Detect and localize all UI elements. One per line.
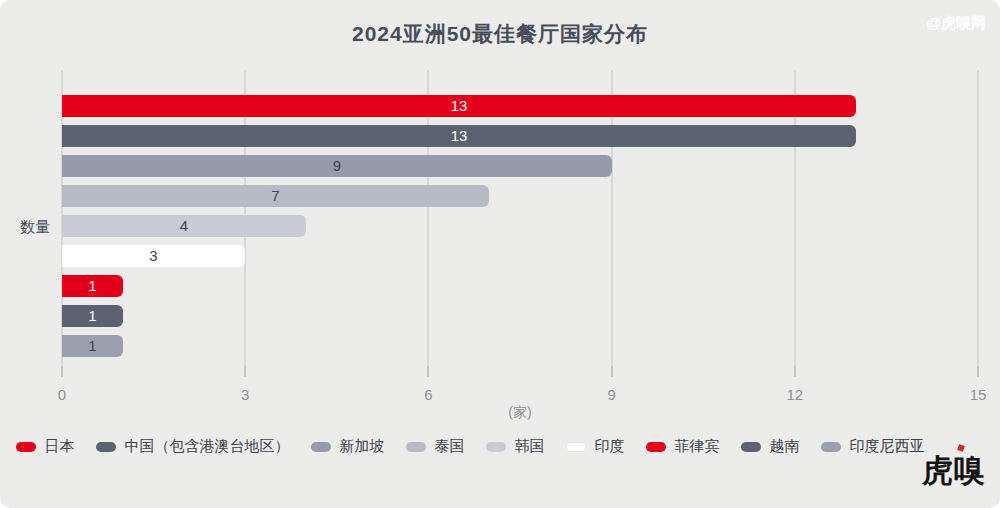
legend-label: 日本 xyxy=(45,437,75,456)
y-axis-title: 数量 xyxy=(20,218,50,237)
legend-swatch xyxy=(486,442,506,452)
bar-value-label: 13 xyxy=(62,95,856,117)
legend-item: 越南 xyxy=(741,437,800,456)
axis-tick xyxy=(427,366,429,377)
legend-label: 越南 xyxy=(770,437,800,456)
legend-swatch xyxy=(566,442,586,452)
legend-swatch xyxy=(96,442,116,452)
legend-item: 韩国 xyxy=(486,437,545,456)
legend: 日本 中国（包含港澳台地区） 新加坡 泰国 韩国 印度 菲律宾 越南 印度尼西亚 xyxy=(0,437,940,456)
legend-swatch xyxy=(406,442,426,452)
x-tick-label: 0 xyxy=(40,386,84,403)
legend-swatch xyxy=(741,442,761,452)
chart-card: 2024亚洲50最佳餐厅国家分布 @虎嗅网 036912151313974311… xyxy=(0,0,1000,508)
bar-value-label: 3 xyxy=(62,245,245,267)
huxiu-logo: 虎嗅 xyxy=(922,450,986,492)
x-tick-label: 12 xyxy=(773,386,817,403)
legend-item: 菲律宾 xyxy=(646,437,720,456)
bar-value-label: 13 xyxy=(62,125,856,147)
x-tick-label: 3 xyxy=(223,386,267,403)
legend-swatch xyxy=(311,442,331,452)
logo-text: 虎嗅 xyxy=(922,452,986,488)
x-tick-label: 15 xyxy=(956,386,1000,403)
axis-tick xyxy=(244,366,246,377)
axis-tick xyxy=(61,366,63,377)
legend-label: 韩国 xyxy=(515,437,545,456)
bar-value-label: 4 xyxy=(62,215,306,237)
legend-label: 新加坡 xyxy=(340,437,385,456)
legend-label: 印度 xyxy=(595,437,625,456)
bar-value-label: 1 xyxy=(62,305,123,327)
plot-area: 0 3 6 9 12 15 13 13 9 7 4 3 1 1 1 xyxy=(0,0,1000,508)
x-tick-label: 9 xyxy=(590,386,634,403)
legend-label: 中国（包含港澳台地区） xyxy=(125,437,290,456)
legend-item: 新加坡 xyxy=(311,437,385,456)
legend-item: 日本 xyxy=(16,437,75,456)
x-axis-unit: (家) xyxy=(40,404,1000,422)
legend-item: 中国（包含港澳台地区） xyxy=(96,437,290,456)
logo-red-accent-icon xyxy=(957,444,965,452)
legend-label: 菲律宾 xyxy=(675,437,720,456)
bar-value-label: 9 xyxy=(62,155,612,177)
axis-tick xyxy=(611,366,613,377)
x-tick-label: 6 xyxy=(406,386,450,403)
legend-item: 印度尼西亚 xyxy=(821,437,925,456)
axis-tick xyxy=(977,366,979,377)
legend-swatch xyxy=(646,442,666,452)
gridline xyxy=(977,70,979,366)
bar-value-label: 1 xyxy=(62,275,123,297)
legend-item: 泰国 xyxy=(406,437,465,456)
legend-item: 印度 xyxy=(566,437,625,456)
legend-swatch xyxy=(16,442,36,452)
legend-label: 印度尼西亚 xyxy=(850,437,925,456)
axis-tick xyxy=(794,366,796,377)
legend-label: 泰国 xyxy=(435,437,465,456)
bar-value-label: 7 xyxy=(62,185,489,207)
legend-swatch xyxy=(821,442,841,452)
bar-value-label: 1 xyxy=(62,335,123,357)
